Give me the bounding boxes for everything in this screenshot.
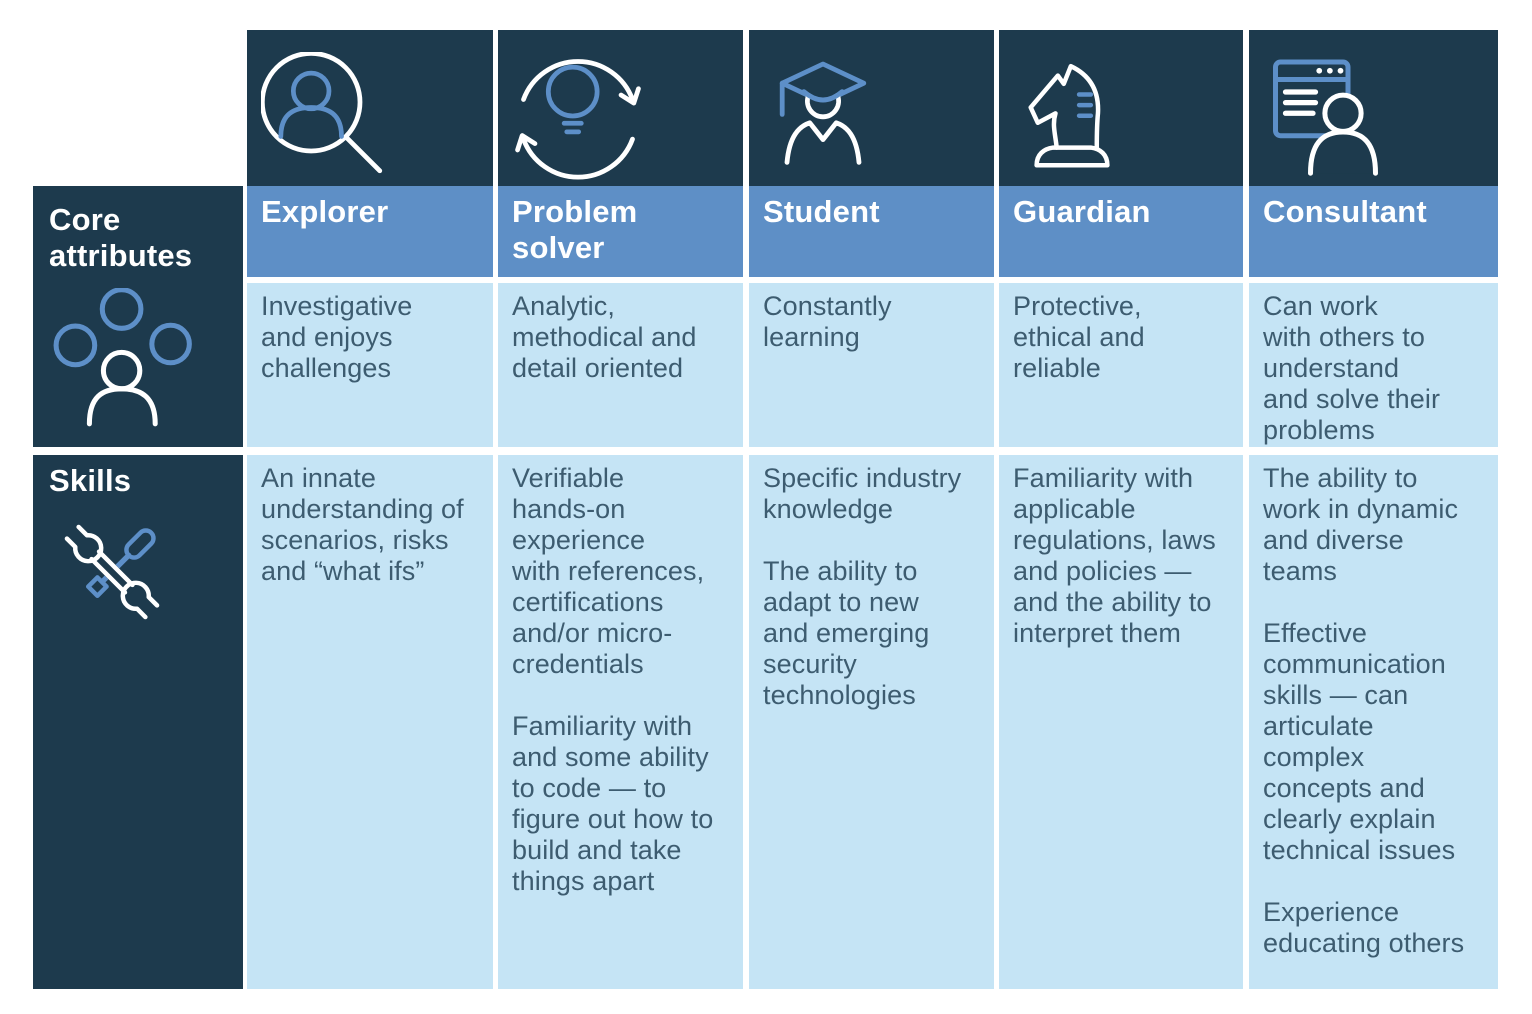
persona-column-head-student: Student [749,30,994,277]
persona-name-student: Student [749,186,994,277]
skill-text: The ability to work in dynamic and diver… [1263,463,1459,586]
skill-text: Specific industry knowledge [763,463,962,524]
attribute-text: Analytic, methodical and detail oriented [512,291,697,383]
skill-text: Experience educating others [1263,897,1465,958]
core-attributes-guardian: Protective, ethical and reliable [999,283,1243,447]
skills-explorer: An innate understanding of scenarios, ri… [247,455,493,989]
browser-person-icon [1249,30,1498,186]
persona-name-problem-solver: Problem solver [498,186,743,277]
skills-guardian: Familiarity with applicable regulations,… [999,455,1243,989]
skill-text: Familiarity with applicable regulations,… [1013,463,1216,648]
lightbulb-cycle-icon [498,30,743,186]
graduate-icon [749,30,994,186]
core-attributes-student: Constantly learning [749,283,994,447]
person-juggling-circles-icon [49,288,233,428]
attribute-text: Protective, ethical and reliable [1013,291,1145,383]
row-header-core-attributes: Core attributes [33,186,243,447]
skill-text: Verifiable hands-on experience with refe… [512,463,705,679]
skills-label: Skills [49,463,132,498]
persona-column-head-explorer: Explorer [247,30,493,277]
chess-knight-icon [999,30,1243,186]
persona-name-explorer: Explorer [247,186,493,277]
skill-text: An innate understanding of scenarios, ri… [261,463,464,586]
core-attributes-label: Core attributes [49,202,193,273]
skill-text: The ability to adapt to new and emerging… [763,556,930,710]
attribute-text: Can work with others to understand and s… [1263,291,1441,445]
skills-student: Specific industry knowledge The ability … [749,455,994,989]
wrench-screwdriver-icon [49,513,233,631]
row-header-skills: Skills [33,455,243,989]
persona-name-consultant: Consultant [1249,186,1498,277]
persona-column-head-problem-solver: Problem solver [498,30,743,277]
core-attributes-explorer: Investigative and enjoys challenges [247,283,493,447]
skill-text: Effective communication skills — can art… [1263,618,1456,865]
core-attributes-problem-solver: Analytic, methodical and detail oriented [498,283,743,447]
attribute-text: Constantly learning [763,291,892,352]
persona-name-guardian: Guardian [999,186,1243,277]
attribute-text: Investigative and enjoys challenges [261,291,413,383]
skills-problem-solver: Verifiable hands-on experience with refe… [498,455,743,989]
persona-column-head-consultant: Consultant [1249,30,1498,277]
skill-text: Familiarity with and some ability to cod… [512,711,714,896]
core-attributes-consultant: Can work with others to understand and s… [1249,283,1498,447]
magnifier-person-icon [247,30,493,186]
skills-consultant: The ability to work in dynamic and diver… [1249,455,1498,989]
persona-column-head-guardian: Guardian [999,30,1243,277]
